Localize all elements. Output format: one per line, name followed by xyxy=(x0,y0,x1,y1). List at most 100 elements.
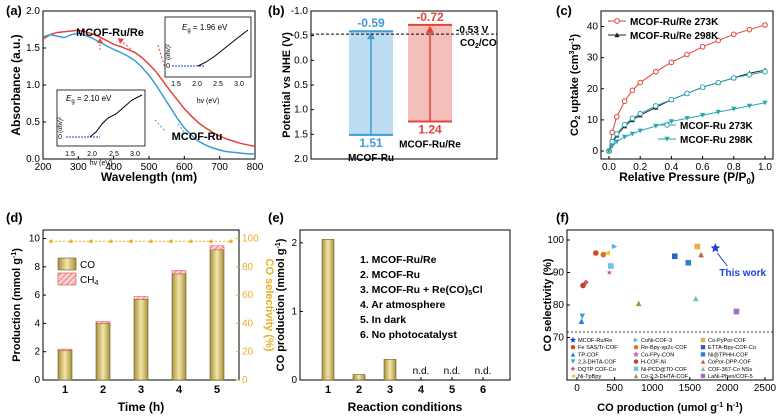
d-x-tick-label: 2 xyxy=(100,384,106,396)
c-marker-circle xyxy=(762,22,768,28)
ch4-bar xyxy=(57,348,73,351)
inset-ru-re-y-label: (αhv)² xyxy=(166,44,172,60)
panel-f-points xyxy=(578,243,740,325)
a-x-tick-label: 600 xyxy=(176,162,193,173)
legend-marker xyxy=(570,359,576,364)
legend-marker xyxy=(632,351,640,357)
legend-marker xyxy=(700,352,706,357)
panel-f-y-label: CO selectivity (%) xyxy=(542,258,554,351)
inset1-x-tick-label: 3.0 xyxy=(234,81,244,88)
c-x-tick-label: 0.2 xyxy=(633,162,647,173)
inset2-x-tick-label: 3.0 xyxy=(130,151,140,158)
c-marker-circle xyxy=(614,18,620,24)
panel-a-x-ticks: 200 300 400 500 600 700 800 xyxy=(35,156,264,173)
d-y-tick-label: 0 xyxy=(34,375,40,386)
co-bar xyxy=(209,249,225,381)
selectivity-points xyxy=(49,239,233,244)
a-x-tick-label: 400 xyxy=(105,162,122,173)
condition-item: 2. MCOF-Ru xyxy=(360,269,420,281)
absorbance-curve-mcof-ru-re xyxy=(42,29,256,148)
c-marker-circle xyxy=(664,122,670,128)
point-ni-tpbpy xyxy=(604,250,610,256)
this-work-arrow xyxy=(716,252,728,267)
ch4-bar xyxy=(209,245,225,251)
panel-f-y-ticks: 70 80 90 100 xyxy=(547,235,570,344)
legend-label: MCOF-Ru/Re xyxy=(578,338,612,344)
d-x-tick-label: 3 xyxy=(138,384,144,396)
panel-c-x-label: Relative Pressure (P/P0) xyxy=(619,170,755,186)
d-x-tick-label: 4 xyxy=(176,384,183,396)
band-arrow-head xyxy=(426,25,434,33)
c-marker-circle xyxy=(731,31,737,38)
legend-label: Fe SAS/Tr-COF xyxy=(578,345,618,351)
d-x-tick-label: 1 xyxy=(62,384,68,396)
e-x-tick-label: 1 xyxy=(325,384,331,396)
c-x-tick-label: 0.4 xyxy=(664,162,678,173)
e-x-tick-label: 3 xyxy=(387,384,393,396)
b-y-tick-label: 1.5 xyxy=(294,129,308,140)
c-marker-circle xyxy=(668,96,675,103)
legend-marker xyxy=(570,366,576,371)
c-marker-circle xyxy=(746,26,753,33)
panel-e-y-ticks: 0 1 2 xyxy=(291,238,303,386)
c-x-tick-label: 0.8 xyxy=(727,162,741,173)
panel-b-y-ticks: -1.0 -0.5 0.0 0.5 1.0 1.5 2.0 xyxy=(291,6,314,165)
a-x-tick-label: 800 xyxy=(247,162,264,173)
inset-ru-eg-label: Eg = 2.10 eV xyxy=(66,94,112,105)
inset-ru-re-frame xyxy=(164,16,252,78)
ch4-bar xyxy=(133,296,149,300)
co-production-bar xyxy=(352,374,366,381)
panel-e-x-label: Reaction conditions xyxy=(348,400,463,414)
inset2-x-tick-label: 2.5 xyxy=(109,151,119,158)
not-detected-label: n.d. xyxy=(413,366,430,377)
panel-label-d: (d) xyxy=(6,210,23,225)
d-y-tick-label: 8 xyxy=(34,262,40,273)
inset1-x-tick-label: 2.5 xyxy=(213,81,223,88)
a-x-tick-label: 700 xyxy=(211,162,228,173)
legend-label: H-COF-Ni xyxy=(641,360,666,366)
legend-marker xyxy=(700,359,706,364)
legend-label: 2,3-DHTA-COF xyxy=(578,360,617,366)
ch4-bar xyxy=(171,270,187,275)
selectivity-point xyxy=(129,239,133,244)
c-marker-circle xyxy=(637,79,644,86)
c-marker-circle xyxy=(762,68,768,75)
panel-d-y-label: Production (mmol g-1) xyxy=(11,248,23,362)
a-x-tick-label: 300 xyxy=(70,162,87,173)
point-cof-367-co-nss xyxy=(693,295,699,302)
c-marker-triangle-down xyxy=(746,103,752,109)
panel-d-y2-label: CO selectivity (%) xyxy=(263,259,275,352)
arrow-to-inset-1 xyxy=(157,44,166,69)
c-marker-triangle-down xyxy=(700,113,706,118)
panel-c-y-label: CO2 uptake (cm3g-1) xyxy=(569,34,582,136)
c-marker-circle xyxy=(621,98,628,105)
annotation-mcof-ru: MCOF-Ru xyxy=(172,131,223,143)
a-x-tick-label: 200 xyxy=(35,162,52,173)
f-x-tick-label: 0 xyxy=(574,383,580,394)
condition-item: 6. No photocatalyst xyxy=(360,329,457,341)
legend-label: COF-367-Co NSs xyxy=(708,367,752,373)
a-y-tick-label: 2.0 xyxy=(26,6,40,17)
f-x-tick-label: 2000 xyxy=(716,383,739,394)
c-x-tick-label: 0.6 xyxy=(696,162,710,173)
d-y2-tick-label: 80 xyxy=(242,262,254,273)
point-coni-cof-3 xyxy=(611,243,618,250)
c-marker-circle xyxy=(653,103,659,109)
c-marker-triangle-down xyxy=(629,131,635,137)
this-work-label: This work xyxy=(719,268,766,279)
d-y-tick-label: 10 xyxy=(29,233,41,244)
d-y-tick-label: 6 xyxy=(34,290,40,301)
legend-marker xyxy=(700,337,706,343)
point-re-bpy-sp2c-cof xyxy=(600,251,607,258)
a-x-tick-label: 500 xyxy=(141,162,158,173)
panel-c-frame xyxy=(600,10,774,160)
e-x-tick-label: 5 xyxy=(449,384,455,396)
c-marker-triangle-down xyxy=(637,128,643,134)
co-bar xyxy=(171,273,187,381)
panel-c-legend-bottom: MCOF-Ru 273K MCOF-Ru 298K xyxy=(658,121,754,146)
legend-label: Ni-TpBpy xyxy=(578,374,602,380)
legend-marker xyxy=(700,373,706,379)
f-x-tick-label: 500 xyxy=(606,383,623,394)
band-top-value: -0.72 xyxy=(416,10,444,24)
